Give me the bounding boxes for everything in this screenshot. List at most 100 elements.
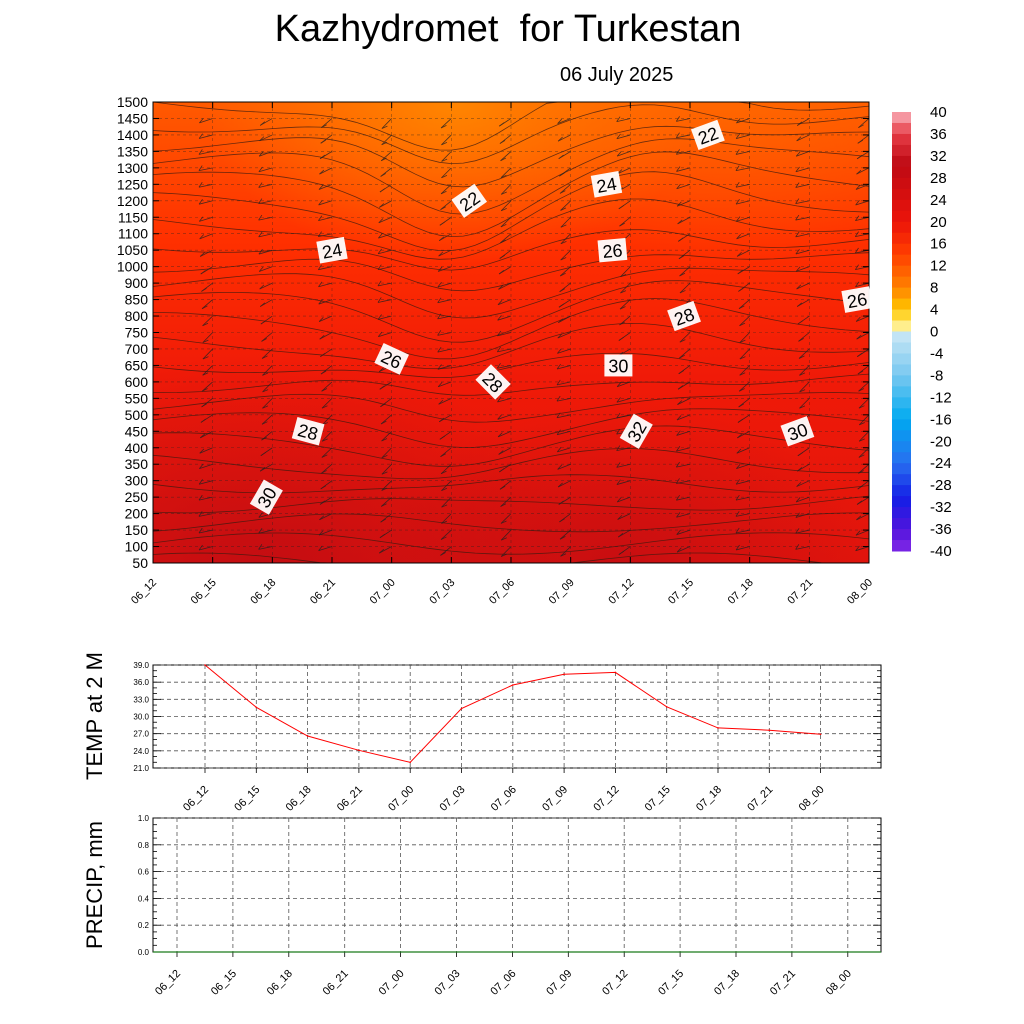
heatmap-fill bbox=[153, 102, 869, 563]
wind-barb bbox=[198, 151, 213, 155]
wind-barb bbox=[735, 546, 750, 551]
wind-barb bbox=[676, 480, 691, 484]
colorbar-label: 12 bbox=[930, 258, 947, 275]
temp-x-tick-label: 07_00 bbox=[386, 784, 416, 814]
wind-barb bbox=[318, 216, 333, 222]
wind-barb bbox=[796, 480, 810, 487]
wind-barb bbox=[560, 216, 571, 228]
wind-barb-flag bbox=[736, 463, 741, 469]
wind-barb bbox=[380, 151, 392, 162]
contour-label-bg bbox=[249, 479, 283, 515]
wind-barb-flag bbox=[377, 280, 382, 287]
wind-barb bbox=[616, 134, 631, 140]
wind-barb-flag bbox=[258, 544, 263, 550]
wind-barb bbox=[321, 381, 333, 392]
wind-barb bbox=[676, 118, 691, 122]
wind-barb-flag bbox=[318, 215, 323, 221]
wind-barb-flag bbox=[795, 151, 801, 157]
wind-barb bbox=[318, 529, 333, 536]
chart-title: Kazhydromet for Turkestan bbox=[274, 8, 742, 50]
wind-barb bbox=[441, 151, 452, 162]
colorbar-step bbox=[892, 144, 911, 157]
wind-barb bbox=[440, 447, 452, 457]
wind-barb-flag bbox=[440, 190, 447, 195]
colorbar-step bbox=[892, 166, 911, 179]
wind-barb-flag bbox=[441, 487, 448, 491]
wind-barb bbox=[258, 529, 273, 534]
wind-barb-flag bbox=[560, 207, 567, 211]
temp-x-tick-label: 07_06 bbox=[489, 784, 519, 814]
x-tick-label: 07_00 bbox=[368, 577, 398, 607]
wind-barb-flag bbox=[560, 272, 566, 277]
wind-barb-flag bbox=[440, 124, 447, 129]
wind-barb-flag bbox=[735, 199, 740, 205]
wind-barb-flag bbox=[796, 467, 803, 472]
wind-barb-flag bbox=[857, 370, 864, 375]
wind-barb-flag bbox=[381, 157, 387, 162]
wind-barb-flag bbox=[855, 184, 861, 190]
wind-barb bbox=[855, 200, 869, 206]
precip-y-tick-label: 0.0 bbox=[138, 948, 150, 957]
wind-barb-flag bbox=[437, 313, 442, 320]
wind-barb-flag bbox=[437, 281, 442, 288]
wind-barb-flag bbox=[261, 355, 268, 359]
wind-barb-flag bbox=[201, 287, 207, 292]
wind-barb-flag bbox=[855, 200, 860, 206]
wind-barb bbox=[560, 249, 571, 261]
contour-label-bg bbox=[667, 300, 701, 332]
contour-label: 26 bbox=[597, 238, 628, 263]
wind-barb-flag bbox=[795, 166, 800, 173]
wind-barb-flag bbox=[676, 430, 681, 436]
wind-barb-flag bbox=[321, 388, 328, 392]
y-tick-label: 1500 bbox=[117, 94, 148, 110]
wind-barb-flag bbox=[616, 497, 622, 503]
wind-barb-flag bbox=[735, 181, 740, 188]
wind-barb bbox=[261, 414, 273, 425]
wind-barb bbox=[438, 397, 452, 405]
temp-x-tick-label: 07_18 bbox=[694, 784, 724, 814]
wind-barb-flag bbox=[321, 470, 327, 474]
wind-barb-flag bbox=[558, 154, 564, 160]
temp-y-tick-label: 27.0 bbox=[133, 730, 149, 739]
wind-barb-flag bbox=[857, 139, 864, 144]
wind-barb-flag bbox=[799, 372, 806, 376]
wind-barb bbox=[560, 200, 571, 211]
wind-barb-flag bbox=[676, 166, 681, 172]
wind-barb-flag bbox=[855, 545, 860, 551]
y-tick-label: 300 bbox=[125, 473, 149, 489]
wind-barb-flag bbox=[854, 264, 859, 270]
colorbar-label: 16 bbox=[930, 236, 947, 253]
precip-x-tick-label: 06_21 bbox=[321, 968, 351, 998]
wind-barb-flag bbox=[675, 461, 680, 468]
wind-barb-flag bbox=[381, 141, 388, 146]
wind-barb-flag bbox=[198, 511, 203, 517]
wind-barb-flag bbox=[441, 520, 448, 524]
wind-barb bbox=[500, 546, 512, 557]
wind-barb bbox=[318, 183, 333, 190]
wind-barb bbox=[858, 381, 869, 392]
x-tick-label: 06_21 bbox=[308, 577, 338, 607]
temp-point bbox=[358, 749, 360, 752]
colorbar-label: 0 bbox=[930, 324, 938, 341]
wind-barb-flag bbox=[440, 453, 446, 458]
wind-barb bbox=[379, 200, 392, 208]
wind-barb-flag bbox=[739, 372, 746, 376]
wind-barb bbox=[500, 513, 512, 524]
wind-barb bbox=[739, 365, 750, 376]
wind-barb-flag bbox=[616, 116, 621, 122]
wind-barb-flag bbox=[616, 397, 621, 403]
wind-barb-flag bbox=[735, 544, 740, 551]
wind-barb-flag bbox=[258, 266, 264, 272]
x-tick-label: 07_18 bbox=[726, 577, 756, 607]
colorbar-label: -28 bbox=[930, 477, 952, 494]
wind-barb bbox=[500, 216, 512, 228]
colorbar-step bbox=[892, 342, 911, 354]
wind-barb-flag bbox=[797, 452, 804, 457]
colorbar-step bbox=[892, 419, 911, 431]
precip-x-tick-label: 06_15 bbox=[209, 968, 239, 998]
wind-barb-flag bbox=[198, 527, 203, 534]
wind-barb-flag bbox=[499, 485, 506, 490]
wind-barb bbox=[617, 167, 631, 175]
wind-barb-flag bbox=[501, 553, 507, 557]
